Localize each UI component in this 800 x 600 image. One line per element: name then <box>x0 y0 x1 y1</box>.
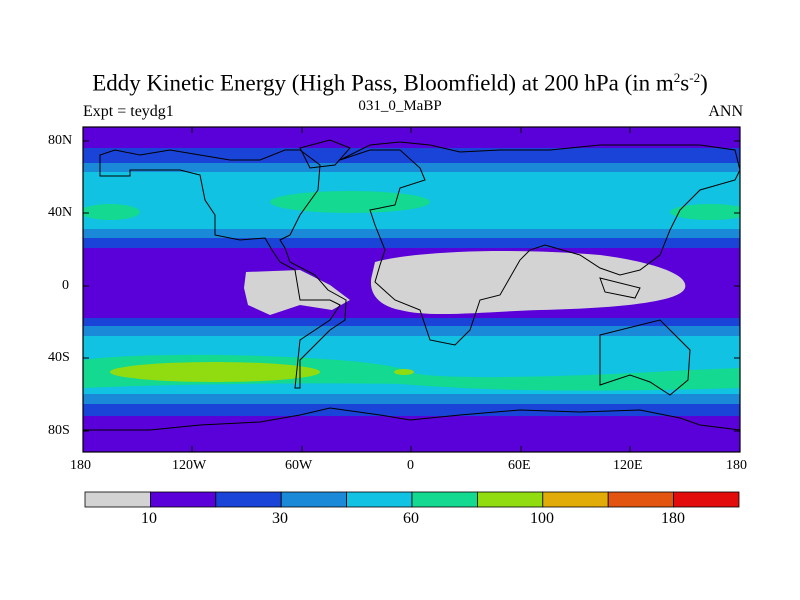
americas-outline <box>99 149 347 389</box>
band-sh-blue-n <box>83 318 740 328</box>
colorbar-box-6 <box>476 491 544 508</box>
antarctica-outline <box>83 407 740 452</box>
lon-ticks <box>191 127 631 452</box>
lat-ticks <box>83 140 740 432</box>
colorbar-label-100: 100 <box>530 510 554 527</box>
band-sh-midblue-n <box>83 326 740 338</box>
colorbar <box>84 491 740 508</box>
colorbar-box-1 <box>149 491 217 508</box>
lat-label-80s: 80S <box>48 423 70 438</box>
maritime-continent-outline <box>599 277 641 299</box>
coastlines <box>83 139 740 452</box>
eurasia-africa-outline <box>339 141 740 346</box>
lon-label-180e: 180 <box>726 458 747 473</box>
tropics-low-east <box>370 250 686 315</box>
band-sh-blue-s <box>83 404 740 416</box>
colorbar-label-30: 30 <box>272 510 288 527</box>
colorbar-label-10: 10 <box>141 510 157 527</box>
plot-title: Eddy Kinetic Energy (High Pass, Bloomfie… <box>92 70 708 96</box>
colorbar-label-180: 180 <box>661 510 685 527</box>
season-label: ANN <box>708 103 743 120</box>
band-sh-midblue-s <box>83 394 740 406</box>
nh-green-pacific-east <box>670 204 740 220</box>
greenland-outline <box>299 139 351 169</box>
sh-yellow-green-a <box>110 362 320 382</box>
experiment-label: Expt = teydg1 <box>83 103 174 120</box>
colorbar-box-9 <box>673 491 740 508</box>
colorbar-box-2 <box>215 491 282 508</box>
lat-label-40n: 40N <box>48 205 73 220</box>
nh-green-atlantic <box>270 191 430 213</box>
tropics-low-west <box>244 270 350 315</box>
lat-label-eq: 0 <box>62 278 69 293</box>
plot-subtitle: 031_0_MaBP <box>358 98 442 114</box>
lat-label-40s: 40S <box>48 350 70 365</box>
lon-label-120e: 120E <box>613 458 643 473</box>
lon-label-180w: 180 <box>70 458 91 473</box>
lon-label-0: 0 <box>407 458 414 473</box>
lat-label-80n: 80N <box>48 133 73 148</box>
nh-green-pacific-west <box>83 204 140 220</box>
colorbar-box-7 <box>542 491 609 508</box>
colorbar-box-5 <box>411 491 478 508</box>
colorbar-box-4 <box>346 491 413 508</box>
band-nh-blue-s <box>83 238 740 248</box>
australia-outline <box>599 319 691 396</box>
band-nh-blue <box>83 148 740 166</box>
lon-label-60e: 60E <box>508 458 531 473</box>
contour-field <box>83 127 740 452</box>
colorbar-box-8 <box>607 491 675 508</box>
colorbar-label-60: 60 <box>403 510 419 527</box>
colorbar-box-3 <box>280 491 348 508</box>
sh-yellow-green-b <box>394 369 414 375</box>
lon-label-120w: 120W <box>172 458 207 473</box>
lon-label-60w: 60W <box>285 458 313 473</box>
colorbar-box-0 <box>84 491 151 508</box>
